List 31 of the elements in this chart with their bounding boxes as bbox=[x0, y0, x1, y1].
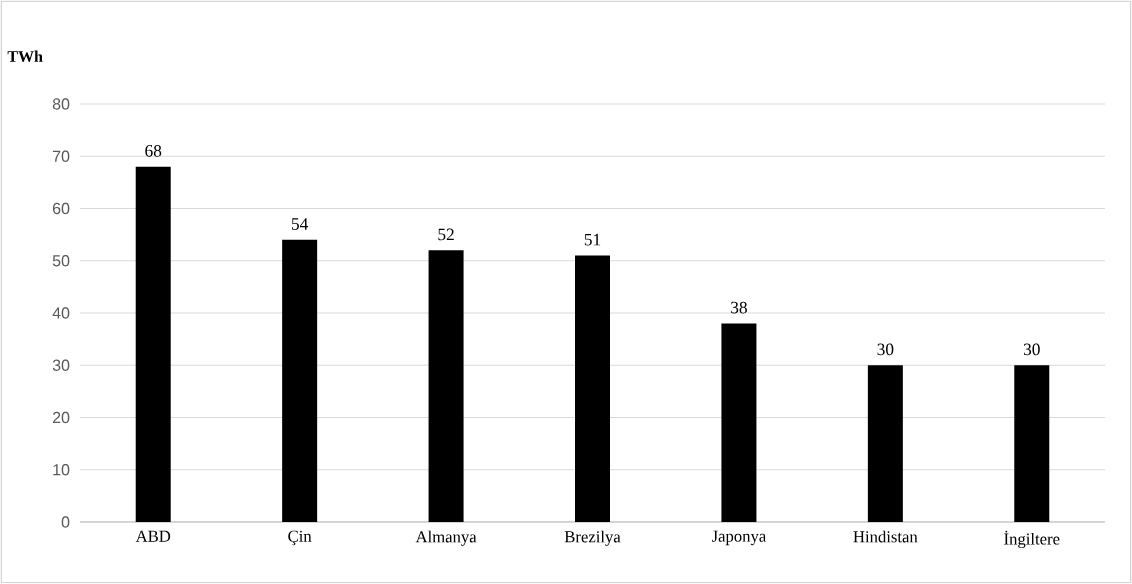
y-tick-label: 30 bbox=[52, 359, 70, 371]
bar bbox=[575, 255, 610, 522]
y-tick-label: 0 bbox=[61, 516, 70, 528]
x-tick-label: Almanya bbox=[415, 530, 477, 546]
y-tick-label: 50 bbox=[52, 255, 70, 267]
data-label: 30 bbox=[1023, 343, 1040, 356]
x-tick-label: Brezilya bbox=[564, 530, 621, 546]
x-tick-label: İngiltere bbox=[1004, 530, 1060, 549]
y-tick-label: 70 bbox=[52, 150, 70, 162]
data-label: 54 bbox=[291, 218, 309, 230]
x-tick-label: Japonya bbox=[711, 530, 767, 546]
x-tick-label: Hindistan bbox=[853, 530, 918, 543]
y-axis-title: TWh bbox=[7, 50, 43, 62]
y-tick-label: 60 bbox=[52, 202, 70, 215]
y-tick-label: 40 bbox=[52, 307, 70, 319]
bar bbox=[1014, 365, 1050, 522]
y-tick-label: 80 bbox=[52, 98, 70, 110]
data-label: 68 bbox=[145, 144, 162, 157]
bar bbox=[428, 250, 464, 522]
data-label: 38 bbox=[731, 301, 747, 314]
data-label: 30 bbox=[877, 343, 894, 356]
y-tick-label: 10 bbox=[53, 464, 70, 476]
data-label: 52 bbox=[438, 228, 454, 241]
bar bbox=[721, 323, 757, 522]
data-label: 51 bbox=[584, 233, 601, 246]
bar bbox=[282, 239, 318, 522]
x-tick-label: Çin bbox=[288, 530, 312, 546]
bar bbox=[867, 365, 903, 522]
y-tick-label: 20 bbox=[52, 411, 70, 424]
x-tick-label: ABD bbox=[135, 530, 171, 542]
bar bbox=[135, 166, 171, 522]
